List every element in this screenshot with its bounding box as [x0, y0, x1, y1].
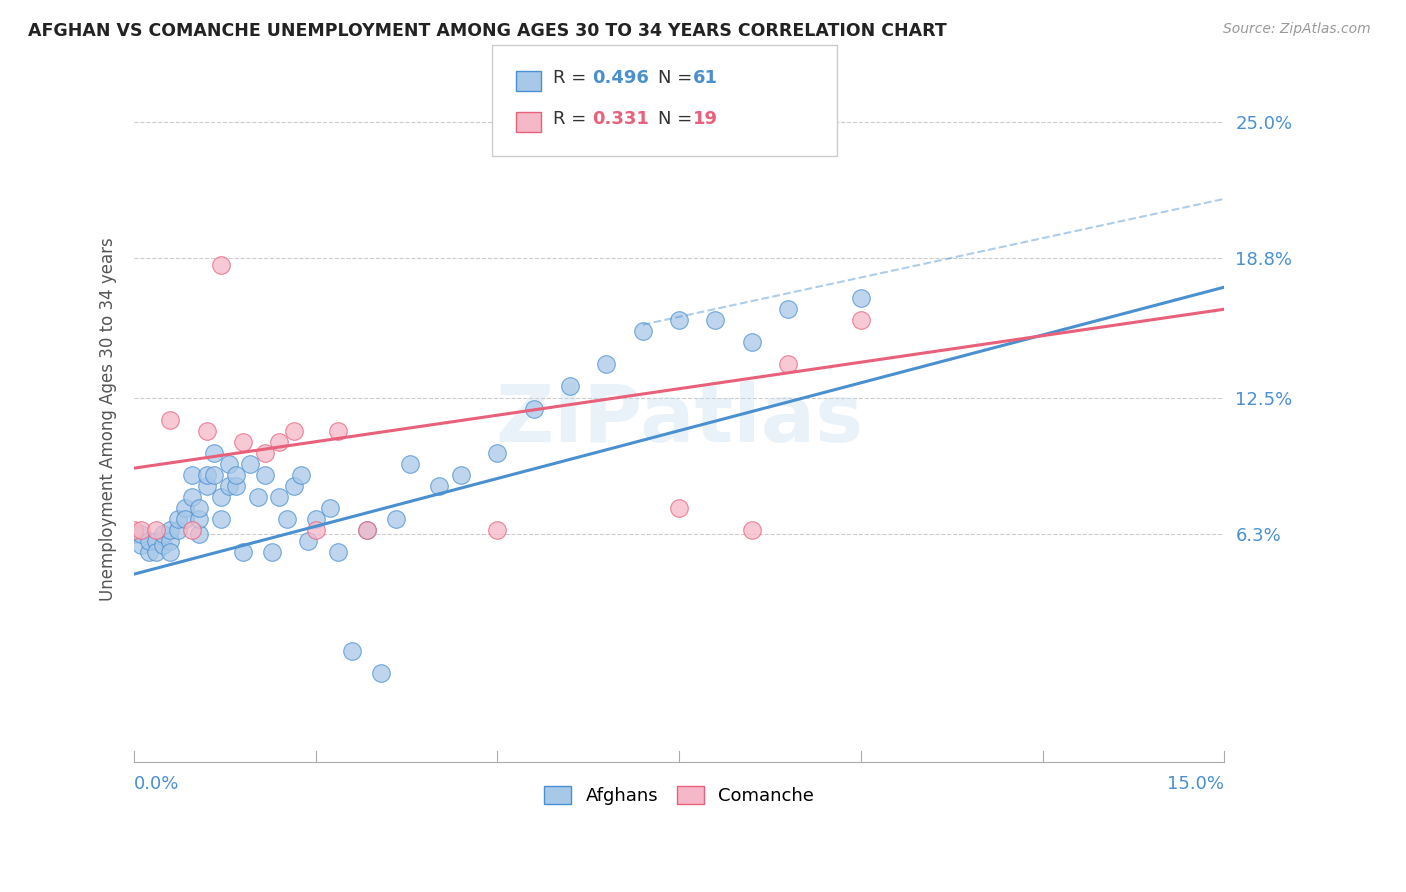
Point	[305, 523, 328, 537]
Point	[195, 424, 218, 438]
Point	[631, 324, 654, 338]
Text: ZIPatlas: ZIPatlas	[495, 381, 863, 458]
Point	[283, 424, 305, 438]
Point	[225, 479, 247, 493]
Point	[283, 479, 305, 493]
Point	[232, 434, 254, 449]
Point	[145, 534, 167, 549]
Point	[122, 527, 145, 541]
Point	[558, 379, 581, 393]
Text: 0.0%: 0.0%	[134, 775, 180, 793]
Point	[486, 523, 509, 537]
Point	[253, 467, 276, 482]
Text: R =: R =	[553, 69, 592, 87]
Point	[741, 523, 763, 537]
Text: 15.0%: 15.0%	[1167, 775, 1225, 793]
Point	[849, 291, 872, 305]
Point	[262, 545, 284, 559]
Point	[778, 302, 800, 317]
Text: N =: N =	[658, 110, 697, 128]
Text: 19: 19	[693, 110, 718, 128]
Point	[486, 446, 509, 460]
Point	[246, 490, 269, 504]
Point	[595, 358, 617, 372]
Point	[188, 512, 211, 526]
Point	[181, 490, 204, 504]
Point	[849, 313, 872, 327]
Text: 0.331: 0.331	[592, 110, 648, 128]
Point	[232, 545, 254, 559]
Y-axis label: Unemployment Among Ages 30 to 34 years: Unemployment Among Ages 30 to 34 years	[100, 238, 117, 601]
Point	[290, 467, 312, 482]
Text: 61: 61	[693, 69, 718, 87]
Point	[209, 490, 232, 504]
Point	[269, 434, 291, 449]
Point	[159, 412, 181, 426]
Point	[122, 523, 145, 537]
Point	[138, 534, 160, 549]
Point	[181, 467, 204, 482]
Point	[129, 538, 152, 552]
Point	[778, 358, 800, 372]
Point	[340, 644, 363, 658]
Point	[741, 335, 763, 350]
Point	[129, 527, 152, 541]
Point	[202, 467, 225, 482]
Point	[174, 512, 197, 526]
Point	[202, 446, 225, 460]
Point	[195, 467, 218, 482]
Point	[159, 523, 181, 537]
Point	[218, 457, 240, 471]
Point	[668, 313, 690, 327]
Point	[319, 500, 342, 515]
Point	[188, 527, 211, 541]
Point	[326, 424, 349, 438]
Point	[145, 545, 167, 559]
Point	[166, 512, 188, 526]
Point	[239, 457, 262, 471]
Point	[305, 512, 328, 526]
Point	[668, 500, 690, 515]
Point	[129, 523, 152, 537]
Point	[209, 512, 232, 526]
Text: R =: R =	[553, 110, 592, 128]
Point	[384, 512, 406, 526]
Point	[356, 523, 378, 537]
Point	[269, 490, 291, 504]
Point	[174, 500, 197, 515]
Point	[209, 258, 232, 272]
Point	[152, 538, 174, 552]
Text: AFGHAN VS COMANCHE UNEMPLOYMENT AMONG AGES 30 TO 34 YEARS CORRELATION CHART: AFGHAN VS COMANCHE UNEMPLOYMENT AMONG AG…	[28, 22, 946, 40]
Point	[181, 523, 204, 537]
Point	[523, 401, 546, 416]
Point	[276, 512, 298, 526]
Point	[188, 500, 211, 515]
Legend: Afghans, Comanche: Afghans, Comanche	[536, 777, 823, 814]
Point	[427, 479, 450, 493]
Point	[152, 527, 174, 541]
Point	[297, 534, 319, 549]
Text: Source: ZipAtlas.com: Source: ZipAtlas.com	[1223, 22, 1371, 37]
Point	[399, 457, 422, 471]
Text: 0.496: 0.496	[592, 69, 648, 87]
Text: N =: N =	[658, 69, 697, 87]
Point	[159, 534, 181, 549]
Point	[450, 467, 472, 482]
Point	[225, 467, 247, 482]
Point	[145, 523, 167, 537]
Point	[166, 523, 188, 537]
Point	[138, 545, 160, 559]
Point	[218, 479, 240, 493]
Point	[159, 545, 181, 559]
Point	[326, 545, 349, 559]
Point	[370, 666, 392, 681]
Point	[195, 479, 218, 493]
Point	[253, 446, 276, 460]
Point	[356, 523, 378, 537]
Point	[704, 313, 727, 327]
